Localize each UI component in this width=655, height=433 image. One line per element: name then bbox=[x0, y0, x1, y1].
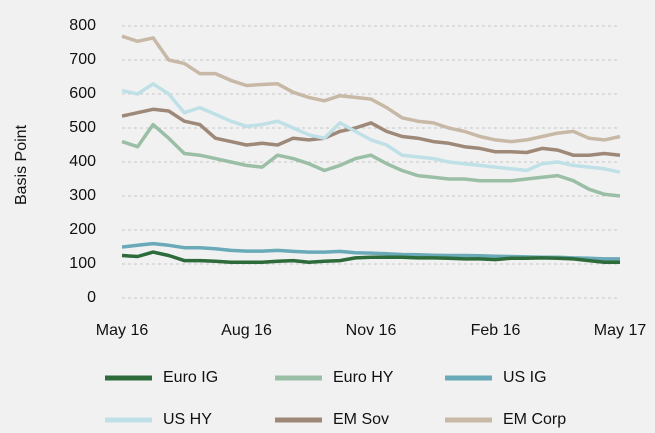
y-axis-label: Basis Point bbox=[13, 124, 30, 205]
legend-label: Euro HY bbox=[333, 369, 394, 386]
y-tick-label: 700 bbox=[69, 51, 96, 68]
x-tick-label: May 17 bbox=[594, 322, 647, 339]
y-tick-label: 400 bbox=[69, 153, 96, 170]
x-tick-label: Nov 16 bbox=[346, 322, 397, 339]
legend-label: Euro IG bbox=[163, 369, 218, 386]
legend-label: US HY bbox=[163, 411, 212, 428]
line bbox=[121, 107, 621, 157]
y-tick-label: 800 bbox=[69, 17, 96, 34]
y-tick-label: 600 bbox=[69, 85, 96, 102]
y-tick-label: 200 bbox=[69, 221, 96, 238]
x-tick-label: May 16 bbox=[96, 322, 149, 339]
legend-label: EM Corp bbox=[503, 411, 566, 428]
legend-label: EM Sov bbox=[333, 411, 389, 428]
legend-label: US IG bbox=[503, 369, 547, 386]
y-tick-label: 100 bbox=[69, 255, 96, 272]
line bbox=[121, 250, 620, 265]
line bbox=[121, 122, 621, 198]
x-tick-label: Feb 16 bbox=[471, 322, 521, 339]
x-tick-label: Aug 16 bbox=[221, 322, 272, 339]
line bbox=[121, 82, 621, 174]
line bbox=[121, 34, 621, 144]
y-tick-label: 300 bbox=[69, 187, 96, 204]
y-tick-label: 0 bbox=[87, 289, 96, 306]
y-tick-label: 500 bbox=[69, 119, 96, 136]
